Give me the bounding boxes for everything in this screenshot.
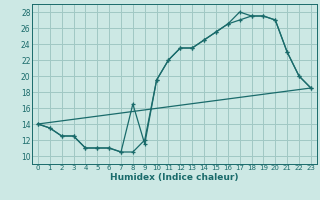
X-axis label: Humidex (Indice chaleur): Humidex (Indice chaleur) bbox=[110, 173, 239, 182]
